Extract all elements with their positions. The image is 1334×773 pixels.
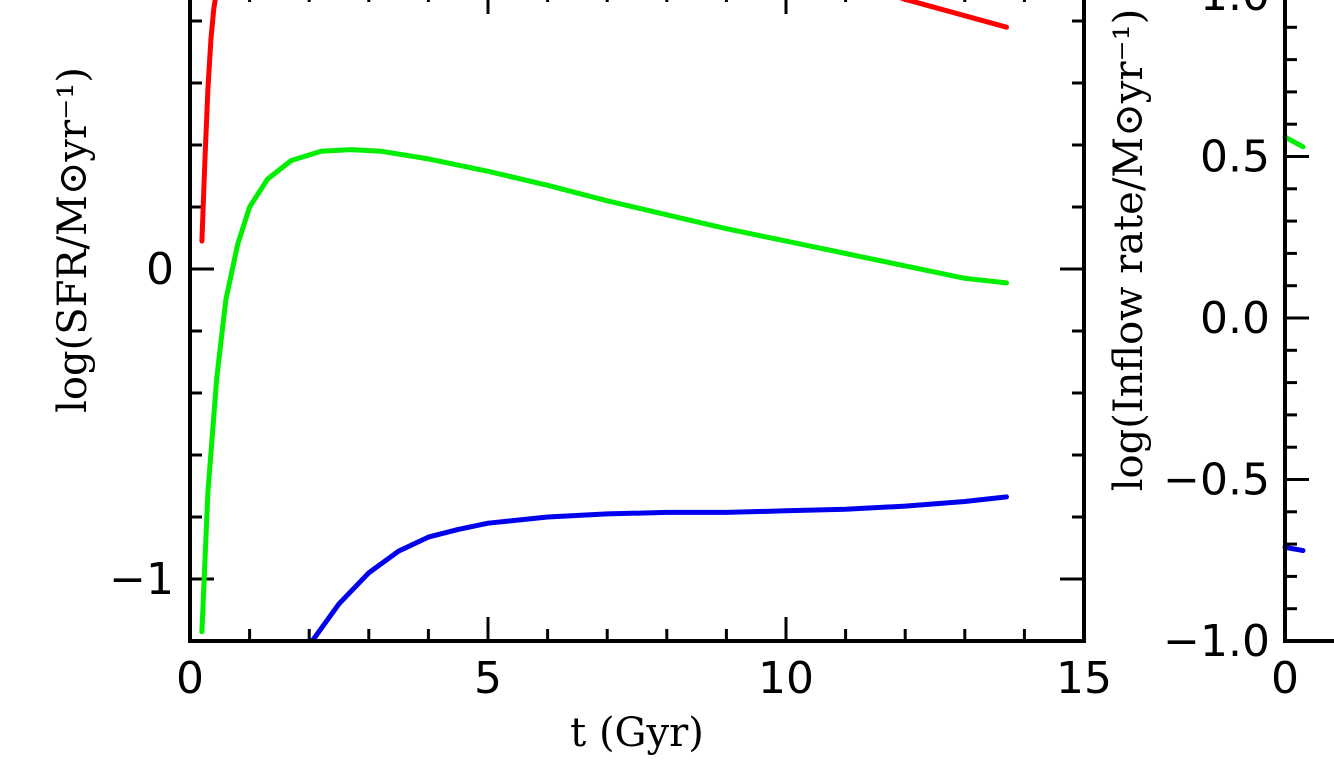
time-x-axis-label: t (Gyr)	[570, 710, 704, 756]
sfr-panel-ticks	[188, 0, 1086, 643]
sfr-y-axis-label: log(SFR/M⊙yr⁻¹)	[50, 67, 96, 413]
inflow-y-tick-label: −1.0	[1163, 616, 1270, 667]
inflow-y-tick-label: 1.0	[1200, 0, 1270, 21]
y-tick-label: 0	[146, 244, 174, 295]
inflow-x-tick-label: 0	[1271, 653, 1299, 704]
inflow-series-blue-line	[1282, 544, 1306, 554]
inflow-series-green-line	[1282, 134, 1306, 150]
x-tick-label: 15	[1056, 653, 1112, 704]
inflow-panel-frame	[1283, 0, 1334, 643]
inflow-panel: 1.0 0.5 0.0 −0.5 −1.00 log(Inflow rate/M⊙yr⁻…	[1106, 0, 1334, 704]
inflow-panel-tick-labels: 1.0 0.5 0.0 −0.5 −1.00	[1163, 0, 1299, 704]
x-tick-label: 5	[474, 653, 502, 704]
sfr-series-red-line	[199, 0, 1009, 244]
sfr-series-blue-line	[309, 494, 1009, 641]
x-tick-label: 10	[758, 653, 814, 704]
inflow-y-axis-label: log(Inflow rate/M⊙yr⁻¹)	[1106, 9, 1152, 492]
inflow-y-tick-label: 0.5	[1200, 132, 1270, 183]
y-tick-label: −1	[109, 554, 174, 605]
sfr-panel-series	[199, 0, 1009, 641]
inflow-panel-series	[1282, 134, 1306, 554]
sfr-panel-frame	[188, 0, 1086, 643]
sfr-series-green-line	[199, 147, 1009, 635]
sfr-panel: 0 5 10 15−10 log(SFR/M⊙yr⁻¹) t (Gyr)	[50, 0, 1112, 756]
x-tick-label: 0	[176, 653, 204, 704]
inflow-y-tick-label: 0.0	[1200, 293, 1270, 344]
inflow-y-tick-label: −0.5	[1163, 455, 1270, 506]
sfr-panel-tick-labels: 0 5 10 15−10	[109, 244, 1112, 704]
